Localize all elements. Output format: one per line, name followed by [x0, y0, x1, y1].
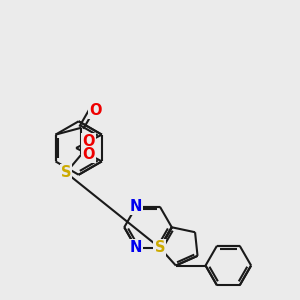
Text: S: S: [155, 240, 165, 255]
Text: O: O: [82, 147, 95, 162]
Text: O: O: [82, 134, 95, 149]
Text: O: O: [89, 103, 101, 118]
Text: N: N: [130, 240, 142, 255]
Text: S: S: [61, 165, 71, 180]
Text: N: N: [130, 199, 142, 214]
